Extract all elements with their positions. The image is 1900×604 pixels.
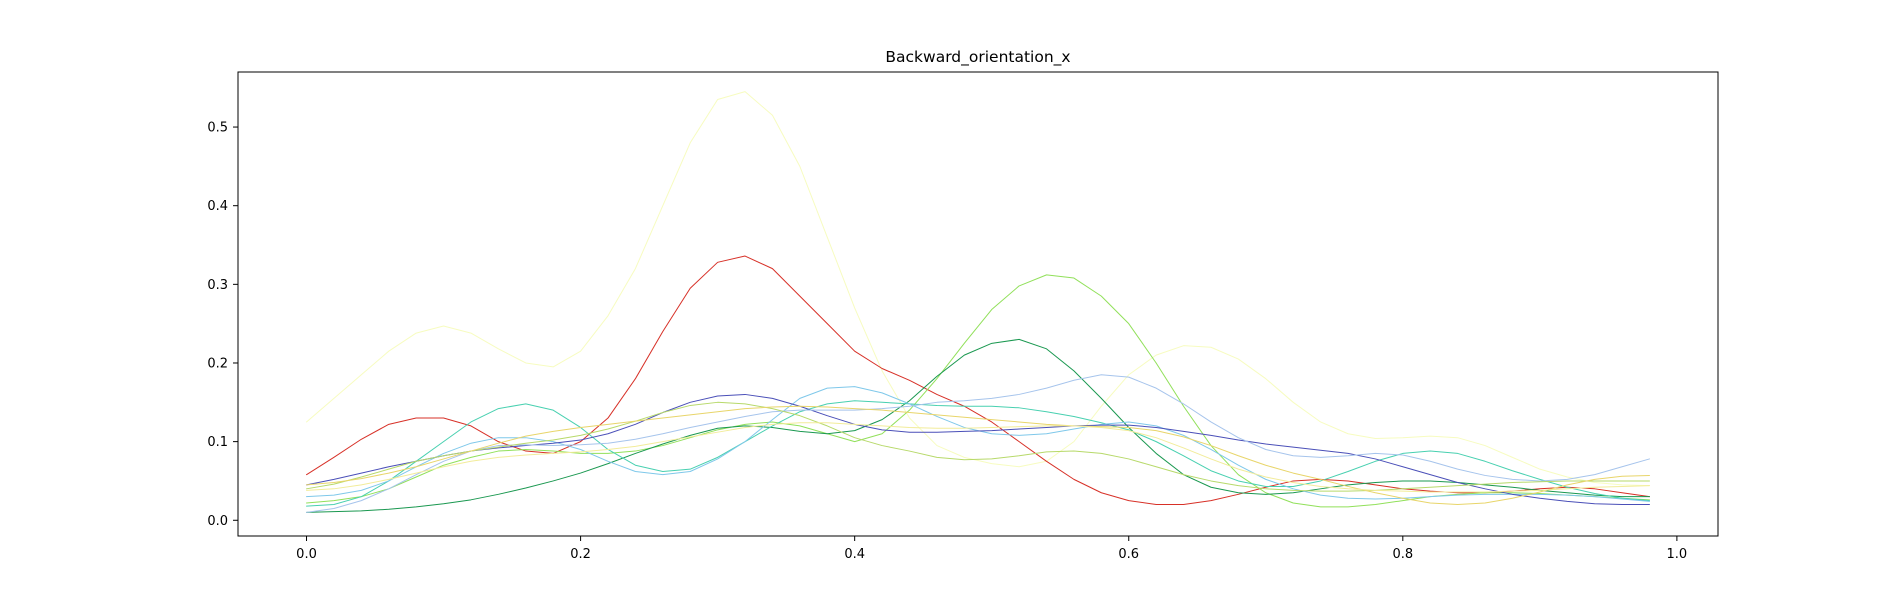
x-tick-label: 0.6 — [1118, 547, 1139, 562]
series-line-10 — [306, 405, 1650, 506]
series-line-2 — [306, 255, 1650, 506]
y-tick-label: 0.3 — [207, 278, 228, 293]
y-tick-label: 0.0 — [207, 514, 228, 529]
series-line-3 — [306, 274, 1650, 508]
series-line-1 — [306, 91, 1650, 487]
x-tick-label: 0.0 — [296, 547, 317, 562]
plot-frame — [237, 71, 1719, 537]
series-line-11 — [306, 422, 1650, 493]
series-line-7 — [306, 393, 1650, 506]
series-layer — [306, 91, 1650, 513]
series-line-4 — [306, 338, 1650, 513]
series-line-6 — [306, 386, 1650, 502]
axes-layer: 0.0 0.2 0.4 0.6 0.8 1.0 0.0 0.1 0.2 0.3 0.4 0.5 — [207, 71, 1719, 562]
x-tick-label: 1.0 — [1667, 547, 1688, 562]
y-tick-label: 0.1 — [207, 435, 228, 450]
series-line-9 — [306, 401, 1650, 492]
x-tick-label: 0.4 — [844, 547, 865, 562]
x-tick-label: 0.8 — [1392, 547, 1413, 562]
series-line-8 — [306, 374, 1650, 513]
y-tick-label: 0.2 — [207, 356, 228, 371]
y-tick-label: 0.5 — [207, 121, 228, 136]
series-line-5 — [306, 400, 1650, 507]
x-tick-label: 0.2 — [570, 547, 591, 562]
y-tick-label: 0.4 — [207, 199, 228, 214]
chart-title: Backward_orientation_x — [885, 48, 1070, 67]
